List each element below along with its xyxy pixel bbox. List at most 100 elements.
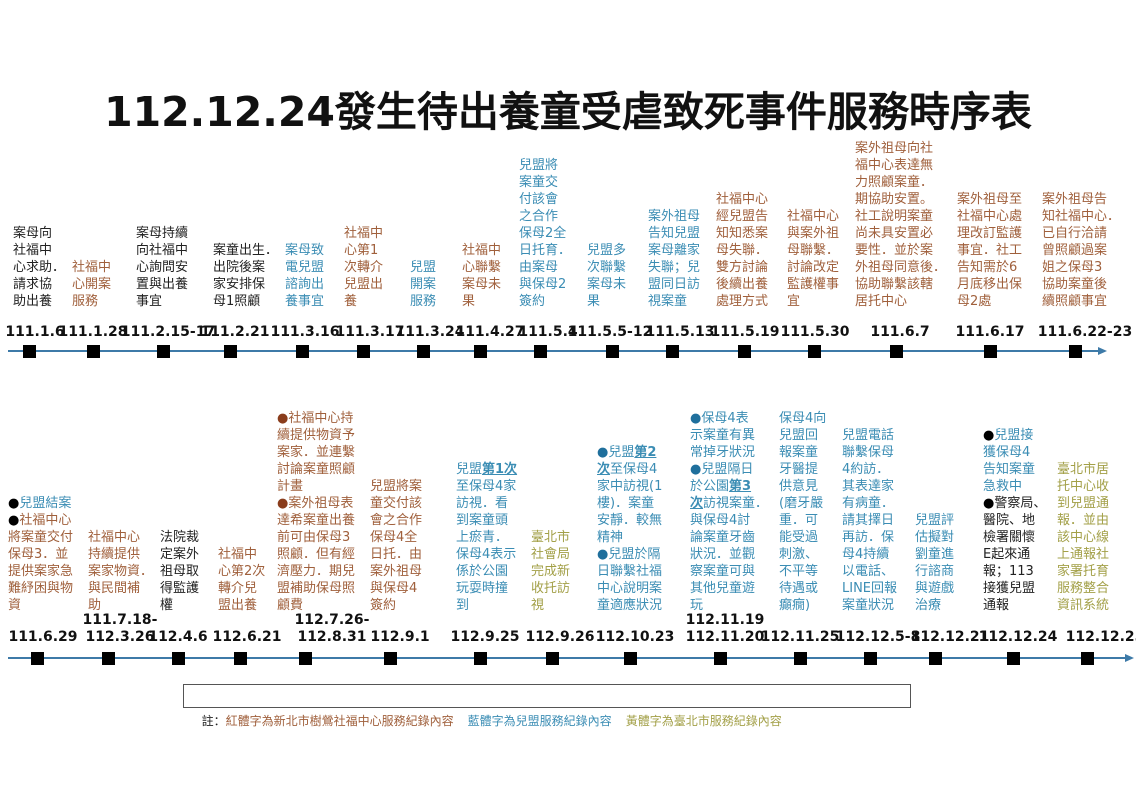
event-paragraph: 社福中心 經兒盟告 知知悉案 母失聯． 雙方討論 後續出養 處理方式 bbox=[716, 191, 768, 310]
event-text: 社福中心 將案童交付 保母3．並 提供案家急 難紓困與物 資 bbox=[8, 513, 74, 613]
bullet-icon: ● bbox=[690, 462, 702, 477]
event-date: 111.3.24 bbox=[395, 324, 465, 340]
event-date: 112.7.26- 112.8.31 bbox=[294, 612, 370, 645]
event-date: 111.1.6 bbox=[5, 324, 65, 340]
bullet-icon: ● bbox=[597, 547, 609, 562]
bullet-icon: ● bbox=[277, 411, 289, 426]
event-date: 111.6.7 bbox=[870, 324, 930, 340]
timeline-marker bbox=[296, 345, 309, 358]
event-text: 兒盟接 獲保母4 告知案童 急救中 bbox=[983, 428, 1036, 494]
event-date: 112.12.5-8 bbox=[835, 629, 921, 645]
legend-red: 紅體字為新北市樹鶯社福中心服務紀錄內容 bbox=[225, 714, 454, 728]
event-text: 兒盟 bbox=[608, 445, 635, 460]
timeline-axis-top bbox=[8, 350, 1100, 352]
event-paragraph: 臺北市 社會局 完成新 收托訪 視 bbox=[531, 529, 570, 614]
event-description: 兒盟將 案童交 付該會 之合作 保母2全 日托育． 由案母 與保母2 簽約 bbox=[519, 157, 571, 310]
legend-blue: 藍體字為兒盟服務紀錄內容 bbox=[467, 714, 612, 728]
bullet-icon: ● bbox=[983, 428, 995, 443]
timeline-marker bbox=[666, 345, 679, 358]
event-text: 訪視案童． 與保母4討 論案童牙齒 狀況．並觀 察案童可與 其他兒童遊 玩 bbox=[690, 496, 769, 613]
timeline-marker bbox=[384, 652, 397, 665]
timeline-marker bbox=[87, 345, 100, 358]
timeline-marker bbox=[714, 652, 727, 665]
timeline-marker bbox=[864, 652, 877, 665]
event-description: 案母持續 向社福中 心詢問安 置與出養 事宜 bbox=[136, 225, 188, 310]
bullet-icon: ● bbox=[8, 513, 20, 528]
timeline-marker bbox=[606, 345, 619, 358]
timeline-marker bbox=[546, 652, 559, 665]
event-date: 111.4.27 bbox=[455, 324, 525, 340]
timeline-marker bbox=[417, 345, 430, 358]
event-date: 111.2.15-17 bbox=[120, 324, 216, 340]
event-paragraph: 兒盟將 案童交 付該會 之合作 保母2全 日托育． 由案母 與保母2 簽約 bbox=[519, 157, 571, 310]
event-text: 案外祖母 告知兒盟 案母離家 失聯；兒 盟同日訪 視案童 bbox=[648, 209, 701, 309]
event-description: ●兒盟第2 次至保母4 家中訪視(1 樓)．案童 安靜．較無 精神 ●兒盟於隔 日… bbox=[597, 444, 662, 614]
event-text: 兒盟 開案 服務 bbox=[410, 260, 437, 309]
event-description: 案外祖母至 社福中心處 理改訂監護 事宜．社工 告知需於6 月底移出保 母2處 bbox=[957, 191, 1022, 310]
event-text: 社福中 心聯繫 案母未 果 bbox=[462, 243, 502, 309]
timeline-marker bbox=[31, 652, 44, 665]
event-paragraph: 社福中 心第2次 轉介兒 盟出養 bbox=[218, 546, 265, 614]
bullet-icon: ● bbox=[277, 496, 289, 511]
event-paragraph: 案母致 電兒盟 諮詢出 養事宜 bbox=[285, 242, 324, 310]
timeline-marker bbox=[474, 345, 487, 358]
timeline-marker bbox=[157, 345, 170, 358]
event-text: 案母持續 向社福中 心詢問安 置與出養 事宜 bbox=[136, 226, 189, 309]
event-description: 社福中 心聯繫 案母未 果 bbox=[462, 242, 501, 310]
event-paragraph: 案外祖母至 社福中心處 理改訂監護 事宜．社工 告知需於6 月底移出保 母2處 bbox=[957, 191, 1022, 310]
event-text: 案外祖母向社 福中心表達無 力照顧案童． 期協助安置。 社工說明案童 尚未具安置… bbox=[855, 141, 947, 309]
event-description: ●兒盟接 獲保母4 告知案童 急救中 ●警察局、 醫院、地 檢署關懷 E起來通 報… bbox=[983, 427, 1046, 614]
event-date: 112.12.25 bbox=[1065, 629, 1136, 645]
event-date: 111.7.18- 112.3.26 bbox=[82, 612, 158, 645]
event-paragraph: 社福中心 與案外祖 母聯繫． 討論改定 監護權事 宜 bbox=[787, 208, 839, 310]
event-description: ●兒盟結案 ●社福中心 將案童交付 保母3．並 提供案家急 難紓困與物 資 bbox=[8, 495, 73, 614]
event-paragraph: 法院裁 定案外 祖母取 得監護 權 bbox=[160, 529, 199, 614]
event-text: 案母向 社福中 心求助． 請求協 助出養 bbox=[13, 226, 66, 309]
event-description: ●保母4表 示案童有異 常掉牙狀況 ●兒盟隔日 於公園第3 次訪視案童． 與保母4… bbox=[690, 410, 768, 614]
event-text: 兒盟結案 bbox=[19, 496, 72, 511]
event-description: 社福中 心第2次 轉介兒 盟出養 bbox=[218, 546, 265, 614]
event-date: 111.1.28 bbox=[58, 324, 128, 340]
event-date: 111.5.4 bbox=[518, 324, 578, 340]
bullet-icon: ● bbox=[8, 496, 20, 511]
event-description: 兒盟將案 童交付該 會之合作 保母4全 日托．由 案外祖母 與保母4 簽約 bbox=[370, 478, 422, 614]
timeline-marker bbox=[808, 345, 821, 358]
event-text: 第1次 bbox=[482, 462, 518, 477]
timeline-marker bbox=[1081, 652, 1094, 665]
event-paragraph: 兒盟多 次聯繫 案母未 果 bbox=[587, 242, 626, 310]
event-paragraph: 兒盟評 估擬對 劉童進 行諮商 與遊戲 治療 bbox=[915, 512, 954, 614]
event-text: 社福中心 經兒盟告 知知悉案 母失聯． 雙方討論 後續出養 處理方式 bbox=[716, 192, 769, 309]
event-description: 法院裁 定案外 祖母取 得監護 權 bbox=[160, 529, 199, 614]
arrow-head-icon bbox=[1125, 654, 1134, 662]
event-paragraph: 社福中 心聯繫 案母未 果 bbox=[462, 242, 501, 310]
event-date: 112.11.25 bbox=[760, 629, 840, 645]
legend: 註：紅體字為新北市樹鶯社福中心服務紀錄內容 藍體字為兒盟服務紀錄內容 黃體字為臺北市… bbox=[183, 684, 911, 728]
event-text: 案母致 電兒盟 諮詢出 養事宜 bbox=[285, 243, 325, 309]
timeline-marker bbox=[474, 652, 487, 665]
timeline-marker bbox=[172, 652, 185, 665]
bullet-icon: ● bbox=[983, 496, 995, 511]
event-text: 案童出生． 出院後案 家安排保 母1照顧 bbox=[213, 243, 279, 309]
event-description: 案外祖母告 知社福中心． 已自行洽請 曾照顧過案 姐之保母3 協助案童後 續照顧… bbox=[1042, 191, 1120, 310]
event-description: 社福中 心開案 服務 bbox=[72, 259, 111, 310]
event-date: 111.5.30 bbox=[780, 324, 850, 340]
event-paragraph: 案外祖母向社 福中心表達無 力照顧案童． 期協助安置。 社工說明案童 尚未具安置… bbox=[855, 140, 946, 310]
event-date: 112.9.26 bbox=[525, 629, 595, 645]
event-paragraph: ●保母4表 示案童有異 常掉牙狀況 bbox=[690, 410, 768, 461]
event-text: 案外祖母告 知社福中心． 已自行洽請 曾照顧過案 姐之保母3 協助案童後 續照顧… bbox=[1042, 192, 1121, 309]
event-text: 保母4向 兒盟回 報案童 牙醫提 供意見 (磨牙嚴 重．可 能受過 刺激、 不平… bbox=[779, 411, 827, 613]
event-paragraph: 社福中 心第1 次轉介 兒盟出 養 bbox=[344, 225, 383, 310]
event-paragraph: 兒盟將案 童交付該 會之合作 保母4全 日托．由 案外祖母 與保母4 簽約 bbox=[370, 478, 422, 614]
event-text: 第2 次 bbox=[597, 445, 657, 477]
event-date: 111.6.29 bbox=[8, 629, 78, 645]
event-paragraph: 社福中心 持續提供 案家物資． 與民間補 助 bbox=[88, 529, 153, 614]
timeline-marker bbox=[984, 345, 997, 358]
timeline-marker bbox=[1069, 345, 1082, 358]
event-paragraph: 案母向 社福中 心求助． 請求協 助出養 bbox=[13, 225, 65, 310]
event-paragraph: 案外祖母告 知社福中心． 已自行洽請 曾照顧過案 姐之保母3 協助案童後 續照顧… bbox=[1042, 191, 1120, 310]
event-description: 案外祖母 告知兒盟 案母離家 失聯；兒 盟同日訪 視案童 bbox=[648, 208, 700, 310]
event-text: 兒盟電話 聯繫保母 4約訪． 其表達家 有病童． 請其擇日 再訪．保 母4持續 … bbox=[842, 428, 898, 613]
event-text: 法院裁 定案外 祖母取 得監護 權 bbox=[160, 530, 200, 613]
event-description: 案母向 社福中 心求助． 請求協 助出養 bbox=[13, 225, 65, 310]
event-text: 兒盟多 次聯繫 案母未 果 bbox=[587, 243, 627, 309]
